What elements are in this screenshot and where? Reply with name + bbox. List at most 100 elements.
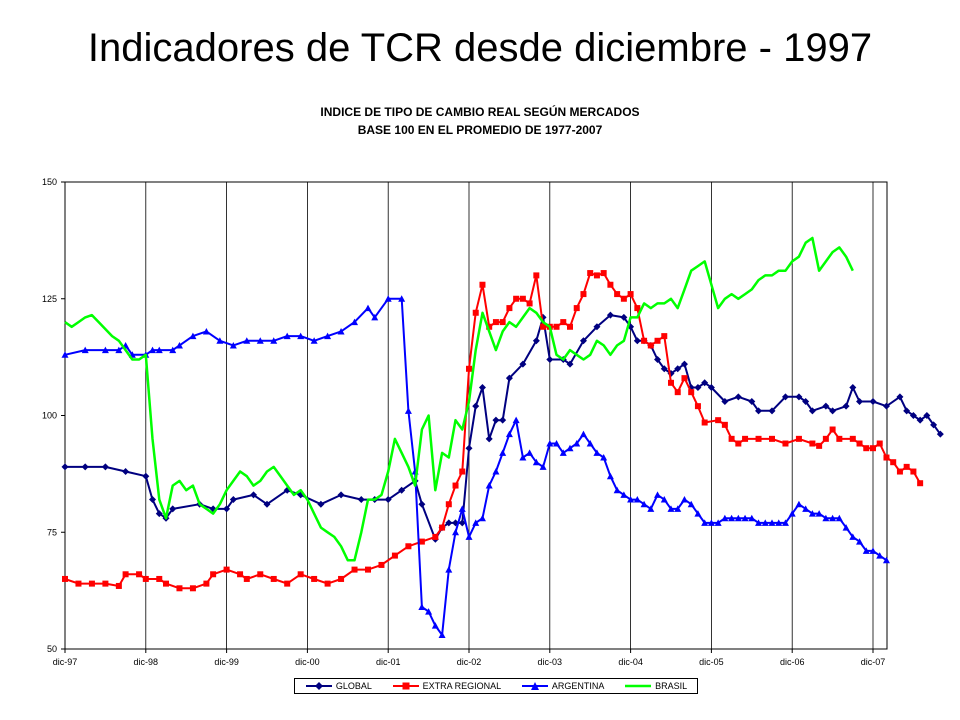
data-point-argentina (61, 351, 69, 358)
data-point-extra-regional (115, 582, 122, 589)
data-point-extra-regional (324, 580, 331, 587)
data-point-argentina (149, 346, 157, 354)
data-point-extra-regional (883, 454, 890, 461)
data-point-global (579, 337, 587, 345)
data-point-extra-regional (769, 435, 775, 442)
data-point-extra-regional (809, 440, 816, 447)
data-point-extra-regional (903, 463, 910, 470)
data-point-global (81, 463, 89, 471)
data-point-extra-regional (257, 571, 264, 578)
legend-swatch-global (305, 682, 332, 690)
data-point-global (842, 402, 850, 410)
data-point-argentina (169, 346, 177, 354)
data-point-argentina (216, 337, 224, 344)
data-point-global (701, 379, 709, 387)
data-point-extra-regional (742, 435, 749, 442)
data-point-argentina (687, 500, 695, 508)
series-line-brasil (64, 236, 854, 562)
data-point-global (263, 500, 271, 508)
data-point-argentina (680, 496, 688, 503)
legend-swatch-extra-regional (392, 682, 419, 690)
data-point-extra-regional (668, 379, 674, 386)
data-point-argentina (788, 510, 796, 517)
data-point-extra-regional (540, 323, 547, 330)
data-point-extra-regional (816, 442, 823, 449)
legend-label-extra-regional: EXTRA REGIONAL (422, 681, 502, 691)
data-point-argentina (781, 519, 789, 526)
data-point-global (808, 407, 816, 415)
data-point-argentina (802, 505, 810, 512)
data-point-argentina (505, 430, 513, 438)
x-tick-label: dic-97 (53, 657, 78, 667)
x-tick-label: dic-98 (134, 657, 159, 667)
data-point-argentina (620, 491, 628, 498)
data-point-global (209, 505, 217, 513)
data-point-extra-regional (311, 575, 318, 582)
data-point-argentina (808, 510, 816, 517)
data-point-extra-regional (499, 319, 506, 326)
data-point-global (882, 402, 890, 410)
data-point-argentina (728, 514, 736, 522)
data-point-argentina (189, 332, 197, 340)
data-point-extra-regional (553, 323, 560, 330)
data-point-argentina (694, 510, 702, 517)
data-point-argentina (532, 458, 540, 466)
data-point-extra-regional (466, 365, 472, 372)
data-point-argentina (714, 519, 722, 526)
data-point-argentina (81, 346, 89, 354)
legend-item-brasil: BRASIL (624, 681, 687, 691)
data-point-extra-regional (459, 468, 466, 475)
data-point-global (499, 416, 507, 424)
data-point-argentina (579, 430, 587, 438)
chart-legend: GLOBAL EXTRA REGIONAL ARGENTINA BRASIL (294, 678, 698, 694)
data-point-extra-regional (856, 440, 863, 447)
data-point-argentina (862, 547, 870, 554)
data-point-extra-regional (795, 435, 802, 442)
data-point-argentina (566, 444, 574, 452)
x-tick-label: dic-04 (618, 657, 643, 667)
legend-item-extra-regional: EXTRA REGIONAL (392, 681, 502, 691)
legend-item-argentina: ARGENTINA (521, 681, 604, 691)
data-point-argentina (458, 505, 466, 512)
data-point-extra-regional (418, 538, 425, 545)
data-point-extra-regional (701, 419, 708, 426)
data-point-global (61, 463, 69, 471)
data-point-extra-regional (62, 575, 68, 582)
data-point-argentina (404, 407, 412, 414)
data-point-extra-regional (533, 272, 540, 279)
data-point-argentina (202, 327, 210, 335)
data-point-extra-regional (641, 337, 648, 344)
data-point-argentina (768, 519, 776, 526)
data-point-extra-regional (519, 295, 526, 302)
x-tick-label: dic-05 (699, 657, 724, 667)
data-point-argentina (795, 500, 803, 508)
data-point-argentina (478, 514, 486, 522)
data-point-argentina (627, 496, 635, 503)
data-point-extra-regional (472, 309, 479, 316)
data-point-argentina (593, 449, 601, 456)
legend-item-global: GLOBAL (305, 681, 372, 691)
data-point-argentina (337, 327, 345, 335)
data-point-extra-regional (694, 403, 701, 410)
data-point-extra-regional (378, 561, 385, 568)
data-point-argentina (546, 440, 554, 447)
data-point-global (492, 416, 500, 424)
data-point-argentina (418, 603, 426, 610)
data-point-global (721, 397, 729, 405)
data-point-extra-regional (506, 305, 513, 312)
data-point-argentina (842, 524, 850, 531)
data-point-argentina (856, 538, 864, 545)
data-point-argentina (384, 295, 392, 302)
data-point-argentina (553, 440, 561, 447)
data-point-extra-regional (560, 319, 567, 326)
data-point-global (593, 323, 601, 331)
data-point-global (532, 337, 540, 345)
data-point-extra-regional (896, 468, 903, 475)
data-point-extra-regional (526, 300, 533, 307)
data-point-global (707, 383, 715, 391)
data-point-argentina (243, 337, 251, 344)
data-point-extra-regional (567, 323, 573, 330)
data-point-argentina (654, 491, 662, 498)
data-point-extra-regional (492, 319, 499, 326)
data-point-global (660, 365, 668, 373)
